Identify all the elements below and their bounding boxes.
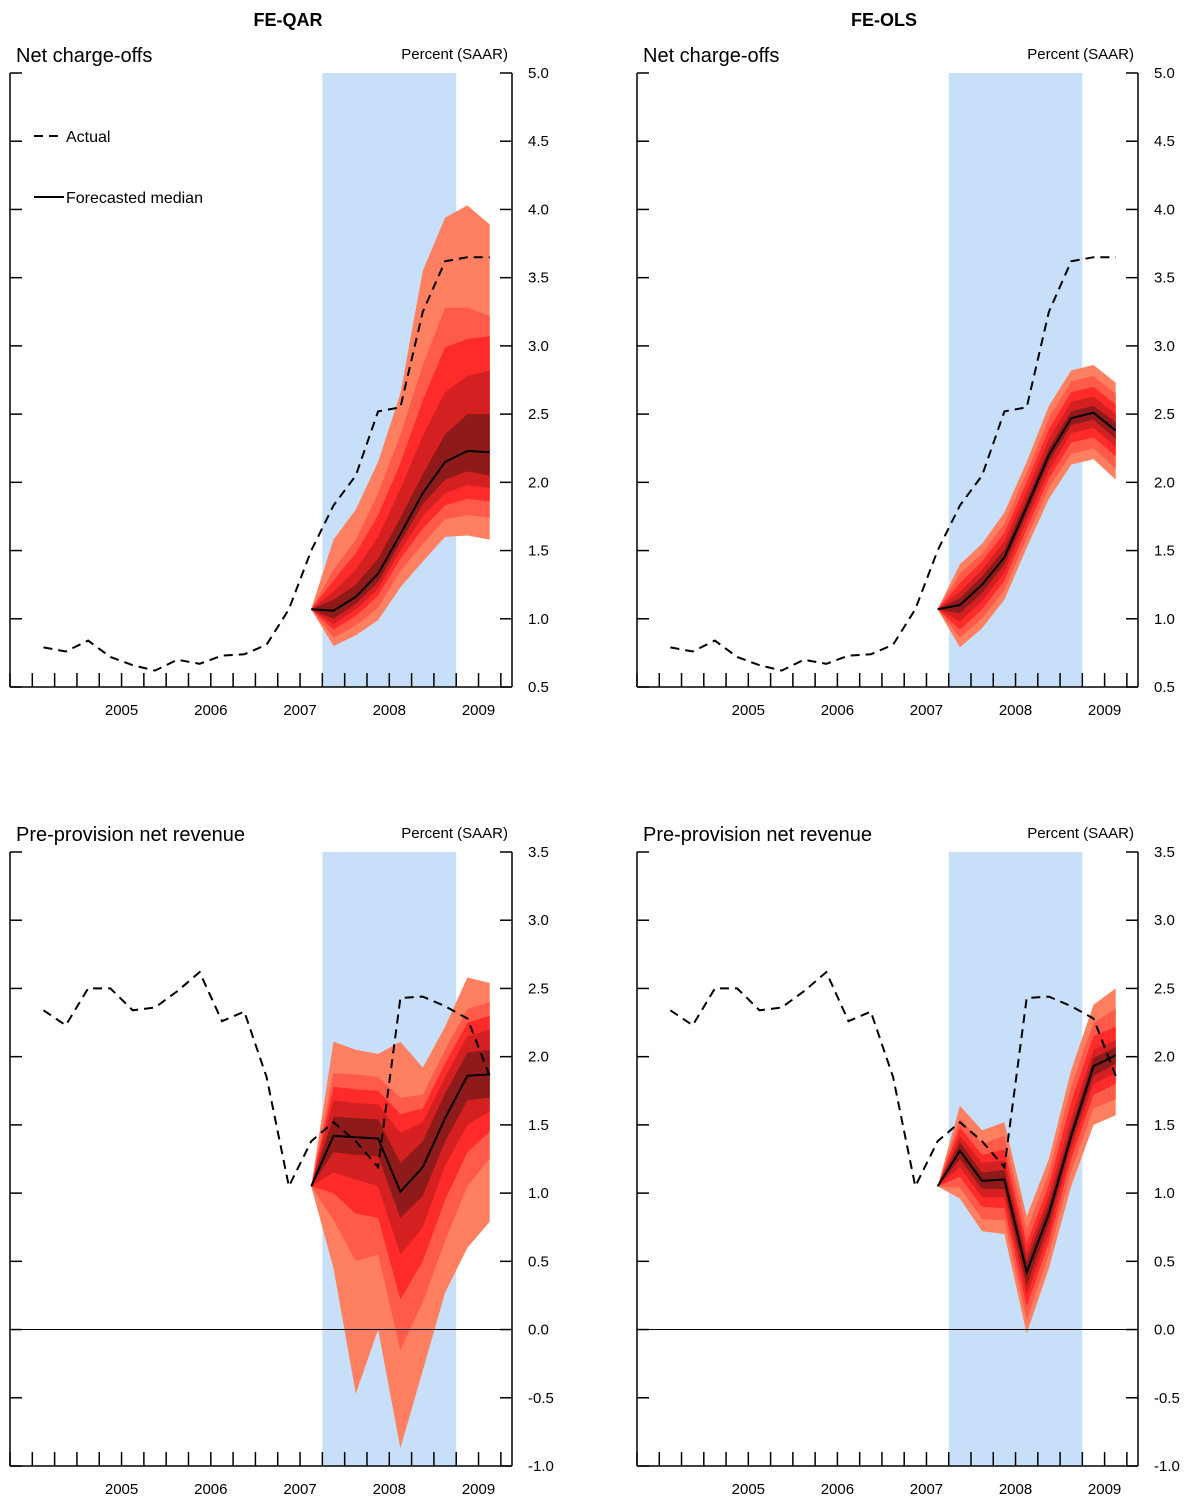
y-tick-label: 3.5 [528,844,549,861]
column-title-qar: FE-QAR [254,10,323,30]
y-tick-label: 5.0 [528,65,549,82]
panel-title: Pre-provision net revenue [16,824,245,846]
y-tick-label: -0.5 [1154,1390,1180,1407]
y-tick-label: 0.5 [1154,1253,1175,1270]
median-line [311,449,490,612]
x-year-label: 2006 [194,702,227,719]
y-tick-label: 4.5 [528,133,549,150]
x-year-label: 2007 [910,1481,943,1498]
y-tick-label: 1.0 [1154,1185,1175,1202]
y-tick-label: 3.0 [1154,912,1175,929]
y-tick-label: 1.5 [528,1117,549,1134]
y-tick-label: 0.0 [1154,1322,1175,1339]
fan-band-5 [937,1047,1116,1286]
unit-label: Percent (SAAR) [401,46,508,63]
x-year-label: 2009 [462,702,495,719]
x-year-label: 2006 [821,702,854,719]
actual-line [42,970,491,1190]
chart-panel-nco-qar: 0.5 1.0 1.5 2.0 2.5 3.0 3.5 4.0 4.5 5.0 2005 2006 20… [9,45,549,719]
unit-label: Percent (SAAR) [401,825,508,842]
y-tick-label: 0.5 [528,1253,549,1270]
x-year-label: 2008 [373,702,406,719]
actual-line [670,256,1116,672]
fan-band-5 [937,405,1116,614]
y-tick-label: 1.0 [528,1185,549,1202]
x-year-label: 2009 [462,1481,495,1498]
column-title-ols: FE-OLS [851,10,917,30]
y-tick-label: 3.5 [1154,270,1175,287]
x-year-label: 2005 [732,702,765,719]
fan-band-1 [937,988,1116,1334]
y-tick-label: 0.5 [528,679,549,696]
x-year-label: 2007 [283,702,316,719]
x-year-label: 2005 [105,1481,138,1498]
y-tick-label: 1.5 [1154,543,1175,560]
chart-panel-ppnr-qar: -1.0 -0.5 0.0 0.5 1.0 1.5 2.0 2.5 3.0 3.5 2005 2006… [9,824,554,1498]
y-tick-label: 2.5 [528,980,549,997]
fan-band-5 [311,414,490,619]
y-tick-label: 1.0 [528,611,549,628]
x-year-label: 2007 [910,702,943,719]
y-tick-label: 0.0 [528,1322,549,1339]
y-tick-label: 2.0 [1154,1049,1175,1066]
y-tick-label: 3.0 [528,338,549,355]
panel-title: Net charge-offs [16,45,152,67]
y-tick-label: -1.0 [1154,1458,1180,1475]
fan-band-4 [311,370,490,625]
x-year-label: 2008 [999,1481,1032,1498]
x-year-label: 2007 [283,1481,316,1498]
x-year-label: 2005 [732,1481,765,1498]
x-year-label: 2009 [1088,1481,1121,1498]
x-year-label: 2006 [821,1481,854,1498]
unit-label: Percent (SAAR) [1027,825,1134,842]
actual-line [669,970,1117,1190]
chart-panel-nco-ols: 0.5 1.0 1.5 2.0 2.5 3.0 3.5 4.0 4.5 5.0 2005 2006 20… [636,45,1175,719]
median-line [936,1054,1117,1276]
y-tick-label: 4.5 [1154,133,1175,150]
y-tick-label: 1.0 [1154,611,1175,628]
y-tick-label: 4.0 [1154,201,1175,218]
median-line [310,1073,490,1194]
y-tick-label: 0.5 [1154,679,1175,696]
actual-line [43,256,490,672]
y-tick-label: 3.5 [528,270,549,287]
median-line [937,411,1117,611]
x-year-label: 2009 [1088,702,1121,719]
fan-band-4 [311,1029,490,1255]
legend-median-label: Forecasted median [66,190,203,207]
y-tick-label: 1.5 [528,543,549,560]
y-tick-label: 2.5 [1154,406,1175,423]
x-year-label: 2008 [999,702,1032,719]
y-tick-label: 1.5 [1154,1117,1175,1134]
x-year-label: 2008 [373,1481,406,1498]
y-tick-label: 3.0 [528,912,549,929]
x-year-label: 2005 [105,702,138,719]
unit-label: Percent (SAAR) [1027,46,1134,63]
y-tick-label: 4.0 [528,201,549,218]
y-tick-label: 2.5 [528,406,549,423]
y-tick-label: -1.0 [528,1458,554,1475]
y-tick-label: 5.0 [1154,65,1175,82]
chart-panel-ppnr-ols: -1.0 -0.5 0.0 0.5 1.0 1.5 2.0 2.5 3.0 3.5 2005 2006… [636,824,1180,1498]
panel-title: Pre-provision net revenue [643,824,872,846]
x-year-label: 2006 [194,1481,227,1498]
y-tick-label: 3.5 [1154,844,1175,861]
panel-title: Net charge-offs [643,45,779,67]
y-tick-label: 2.0 [528,1049,549,1066]
y-tick-label: 3.0 [1154,338,1175,355]
y-tick-label: 2.0 [1154,474,1175,491]
legend-actual-label: Actual [66,129,110,146]
y-tick-label: 2.5 [1154,980,1175,997]
y-tick-label: 2.0 [528,474,549,491]
y-tick-label: -0.5 [528,1390,554,1407]
